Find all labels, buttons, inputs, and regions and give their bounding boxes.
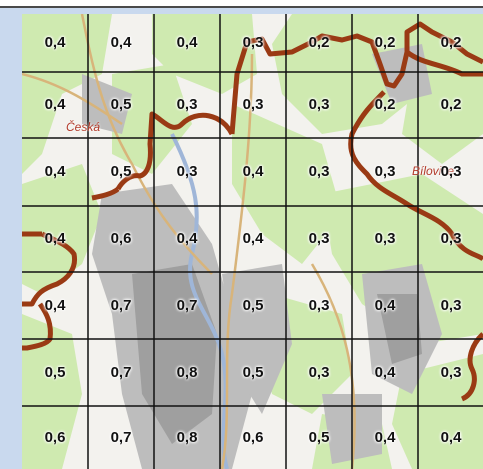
road: [310, 263, 356, 469]
district-boundary: [229, 21, 483, 135]
district-boundary: [460, 332, 483, 402]
road: [80, 14, 213, 275]
district-boundary: [348, 90, 483, 262]
forest-area: [152, 14, 257, 94]
road: [22, 72, 123, 126]
river: [170, 133, 229, 469]
urban-area: [82, 74, 132, 134]
map-canvas[interactable]: Česká Bílovice 0,4 0,4 0,4 0,3 0,2 0,2 0,2 0,4 0…: [22, 14, 483, 469]
district-boundary: [405, 49, 483, 77]
forest-area: [322, 174, 483, 344]
map-base: [22, 14, 483, 469]
district-boundary: [115, 111, 235, 191]
district-boundary: [91, 186, 120, 201]
forest-area: [22, 314, 82, 469]
district-boundary: [22, 231, 78, 307]
forest-area: [22, 164, 102, 294]
district-boundaries: [22, 21, 483, 402]
road: [220, 53, 254, 469]
forest-areas: [22, 14, 483, 469]
grid-lines: [22, 14, 483, 469]
top-border: [0, 0, 483, 8]
forest-area: [232, 104, 342, 264]
roads: [22, 14, 356, 469]
urban-dense-area: [377, 294, 422, 364]
